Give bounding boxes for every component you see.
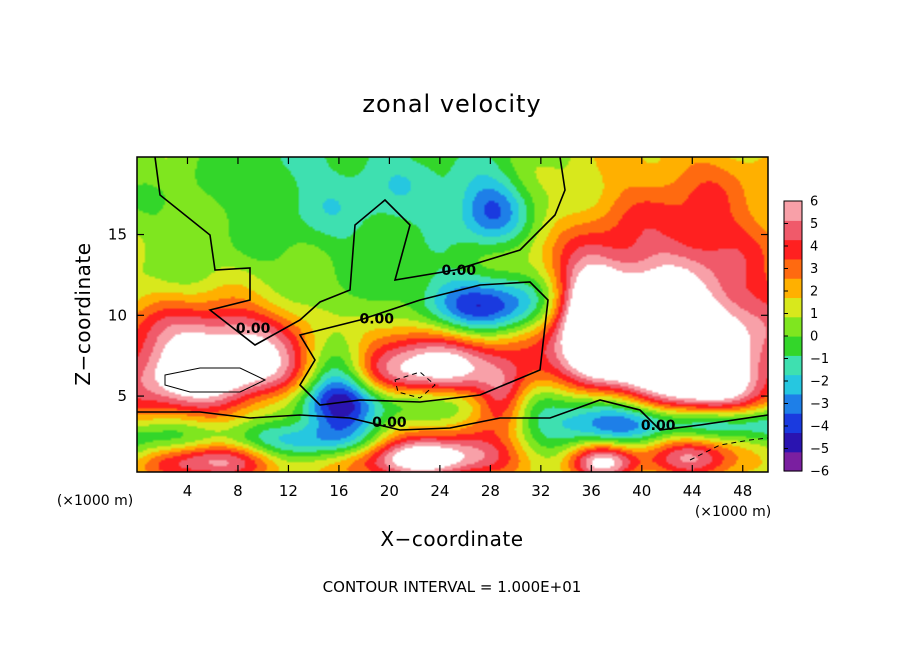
- contour-labels: 0.00 0.00 0.00 0.00 0.00: [236, 263, 676, 434]
- y-tick-label: 5: [117, 387, 127, 405]
- colorbar-segment: [784, 297, 802, 318]
- x-tick-label: 28: [481, 482, 500, 500]
- x-axis-ticks: 4 8 12 16 20 24 28 32 36 40 44 48: [183, 157, 752, 500]
- colorbar-segment: [784, 355, 802, 376]
- x-unit-left: (×1000 m): [57, 493, 133, 509]
- y-axis-ticks: 5 10 15: [108, 226, 768, 405]
- colorbar-tick-label: −1: [810, 352, 829, 367]
- x-tick-label: 8: [233, 482, 243, 500]
- colorbar-segment: [784, 374, 802, 395]
- contour-label: 0.00: [236, 321, 271, 337]
- plot-frame: [136, 156, 769, 473]
- colorbar-tick-label: 2: [810, 285, 818, 300]
- colorbar-tick-label: −5: [810, 442, 829, 457]
- x-tick-label: 16: [329, 482, 348, 500]
- x-axis-label: X−coordinate: [380, 527, 523, 551]
- colorbar-segment: [784, 393, 802, 414]
- y-axis-label: Z−coordinate: [71, 242, 95, 385]
- x-tick-label: 20: [380, 482, 399, 500]
- colorbar-segment: [784, 201, 802, 221]
- velocity-field: [137, 157, 768, 472]
- chart-title: zonal velocity: [362, 90, 541, 118]
- colorbar-tick-label: 6: [810, 195, 818, 210]
- plot-area: 0.00 0.00 0.00 0.00 0.00: [137, 157, 768, 472]
- colorbar-segment: [784, 278, 802, 299]
- x-tick-label: 24: [430, 482, 449, 500]
- colorbar-segment: [784, 316, 802, 337]
- zero-contour-lower: [137, 399, 768, 431]
- colorbar-tick-label: 0: [810, 330, 818, 345]
- x-tick-label: 48: [733, 482, 752, 500]
- zero-contour: [137, 157, 768, 461]
- contour-label: 0.00: [360, 312, 395, 328]
- colorbar-ticks: 6 5 4 3 2 1 0 −1 −2 −3 −4 −5 −6: [784, 195, 829, 480]
- colorbar-segment: [784, 451, 802, 472]
- y-tick-label: 15: [108, 226, 127, 244]
- colorbar-segment: [784, 336, 802, 356]
- x-tick-label: 4: [183, 482, 193, 500]
- positive-contour-left: [164, 367, 267, 393]
- colorbar-tick-label: 1: [810, 307, 818, 322]
- negative-contour-center: [394, 371, 436, 399]
- x-tick-label: 40: [632, 482, 651, 500]
- colorbar-segment: [784, 432, 802, 453]
- y-tick-label: 10: [108, 306, 127, 324]
- contour-label: 0.00: [641, 418, 676, 434]
- colorbar: [784, 201, 802, 472]
- x-tick-label: 12: [279, 482, 298, 500]
- contour-label: 0.00: [442, 263, 477, 279]
- contour-interval-note: CONTOUR INTERVAL = 1.000E+01: [323, 578, 582, 596]
- zero-contour-upper: [154, 157, 566, 346]
- colorbar-tick-label: 4: [810, 240, 818, 255]
- colorbar-tick-label: −3: [810, 397, 829, 412]
- colorbar-segment: [784, 413, 802, 434]
- contour-label: 0.00: [372, 415, 407, 431]
- colorbar-tick-label: −4: [810, 420, 829, 435]
- x-unit-right: (×1000 m): [695, 504, 771, 520]
- x-tick-label: 32: [531, 482, 550, 500]
- colorbar-tick-label: −6: [810, 465, 829, 480]
- zero-contour-middle: [298, 281, 549, 406]
- colorbar-tick-label: −2: [810, 375, 829, 390]
- colorbar-tick-label: 5: [810, 217, 818, 232]
- colorbar-segment: [784, 258, 802, 279]
- colorbar-segment: [784, 239, 802, 260]
- negative-contour-lower-right: [689, 437, 768, 461]
- x-tick-label: 36: [582, 482, 601, 500]
- colorbar-tick-label: 3: [810, 262, 818, 277]
- x-tick-label: 44: [683, 482, 702, 500]
- colorbar-segment: [784, 220, 802, 241]
